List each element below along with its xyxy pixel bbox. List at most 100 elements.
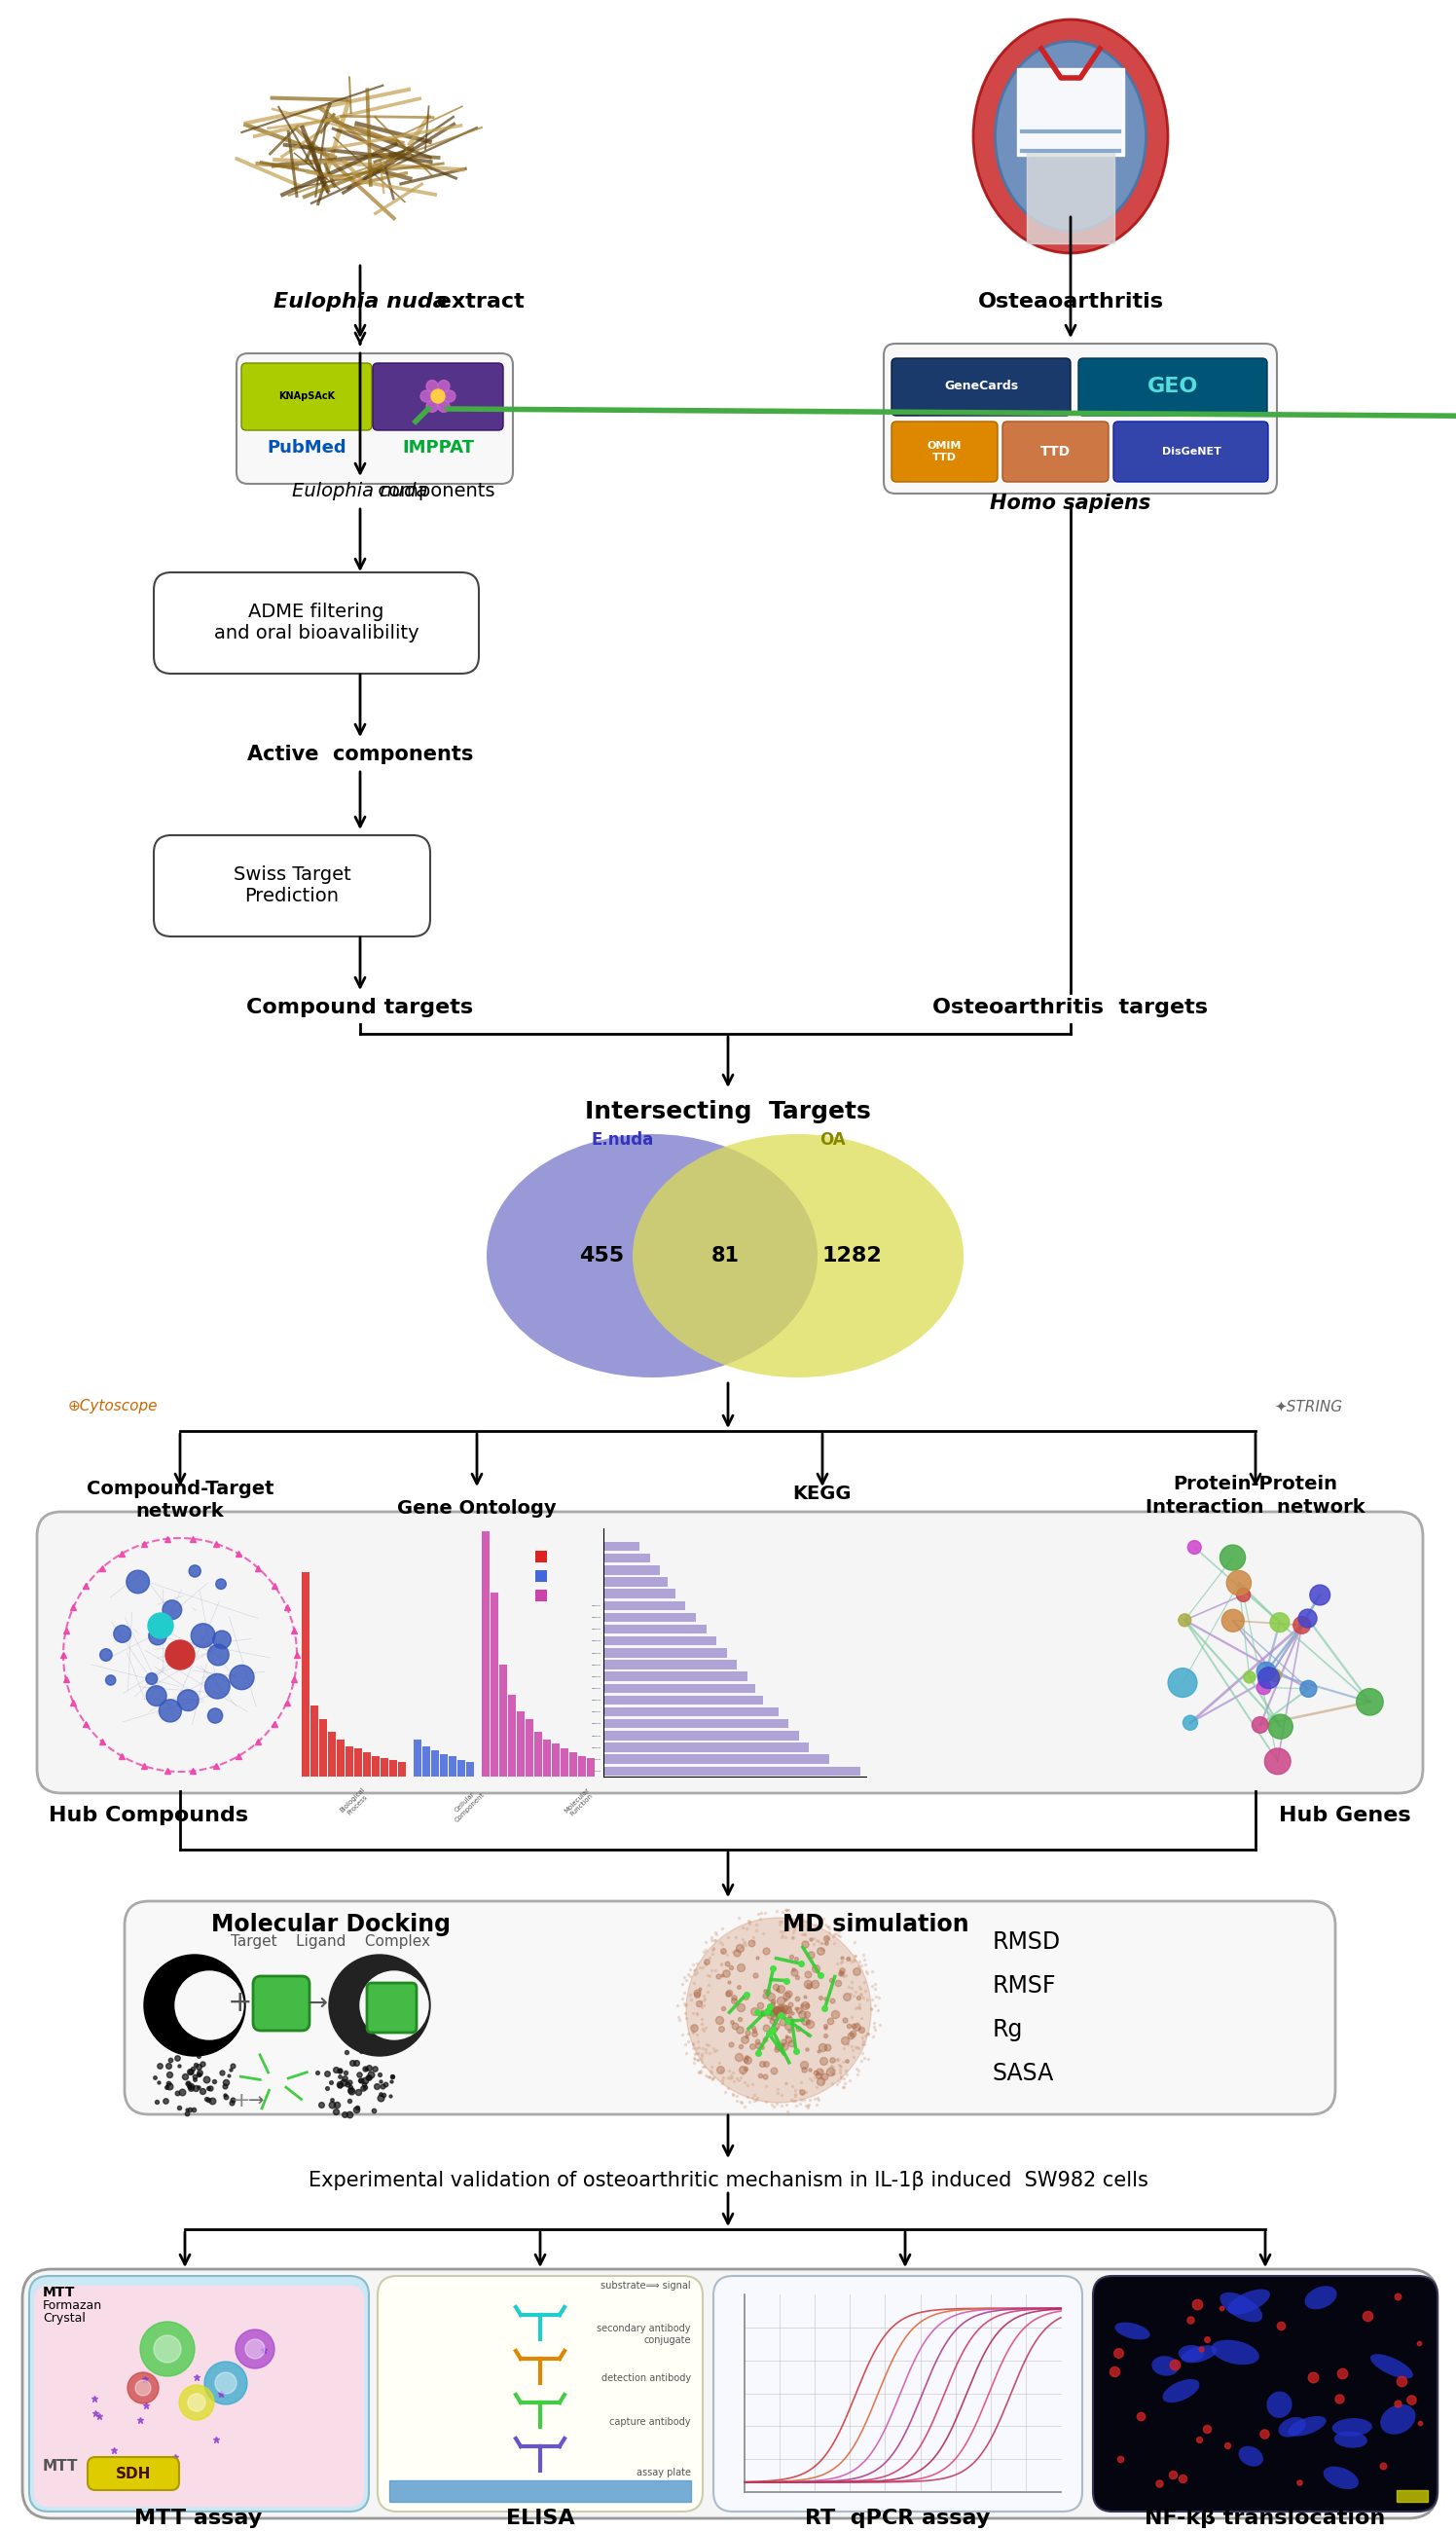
Text: GeneCards: GeneCards	[943, 380, 1018, 392]
Circle shape	[175, 1972, 243, 2040]
FancyBboxPatch shape	[377, 2275, 703, 2511]
Bar	[345, 1746, 352, 1777]
Circle shape	[1222, 1610, 1243, 1632]
Circle shape	[438, 380, 450, 392]
Ellipse shape	[973, 20, 1168, 253]
Ellipse shape	[1239, 2445, 1264, 2465]
Circle shape	[144, 1954, 245, 2055]
Text: RMSD: RMSD	[993, 1931, 1061, 1954]
Text: 455: 455	[579, 1245, 625, 1266]
Text: ────: ────	[591, 1640, 600, 1643]
Text: NF-kβ translocation: NF-kβ translocation	[1144, 2508, 1386, 2528]
Circle shape	[1258, 1668, 1280, 1688]
Bar	[603, 1564, 660, 1574]
FancyBboxPatch shape	[33, 2285, 364, 2506]
Bar	[603, 1744, 810, 1751]
Circle shape	[686, 1918, 871, 2103]
Circle shape	[135, 2379, 151, 2397]
Bar	[482, 1531, 489, 1777]
Bar	[499, 1665, 507, 1777]
Circle shape	[215, 2372, 236, 2394]
Text: Compound-Target
network: Compound-Target network	[86, 1481, 274, 1521]
Text: Homo sapiens: Homo sapiens	[990, 494, 1152, 514]
Bar	[319, 1719, 326, 1777]
Ellipse shape	[1289, 2417, 1326, 2437]
Circle shape	[205, 1673, 230, 1698]
Text: SDH: SDH	[115, 2465, 151, 2480]
FancyBboxPatch shape	[1003, 423, 1108, 481]
Text: 81: 81	[711, 1245, 740, 1266]
Circle shape	[154, 2336, 181, 2361]
Ellipse shape	[1324, 2465, 1358, 2488]
Bar	[603, 1719, 788, 1729]
Text: Experimental validation of osteoarthritic mechanism in IL-1β induced  SW982 cell: Experimental validation of osteoarthriti…	[309, 2172, 1147, 2189]
Text: Osteoarthritis  targets: Osteoarthritis targets	[933, 997, 1208, 1017]
Text: substrate⟹ signal: substrate⟹ signal	[601, 2280, 692, 2291]
Bar	[603, 1602, 686, 1610]
Bar	[603, 1638, 716, 1645]
Text: Hub Genes: Hub Genes	[1280, 1805, 1411, 1825]
Bar	[371, 1757, 379, 1777]
Circle shape	[100, 1648, 112, 1660]
Circle shape	[1243, 1670, 1255, 1683]
FancyBboxPatch shape	[87, 2458, 179, 2491]
Bar	[603, 1767, 860, 1777]
Ellipse shape	[1227, 2288, 1270, 2313]
Bar	[422, 1746, 430, 1777]
Text: ────: ────	[591, 1711, 600, 1713]
Bar	[491, 1592, 498, 1777]
Bar	[440, 1754, 447, 1777]
Text: ────: ────	[591, 1676, 600, 1678]
Circle shape	[188, 2394, 205, 2412]
Bar	[587, 1759, 594, 1777]
FancyBboxPatch shape	[125, 1901, 1335, 2113]
Circle shape	[421, 390, 432, 402]
Bar	[534, 1731, 542, 1777]
FancyBboxPatch shape	[242, 362, 371, 430]
Bar	[389, 1759, 396, 1777]
Bar	[328, 1731, 335, 1777]
Text: Protein-Protein
Interaction  network: Protein-Protein Interaction network	[1146, 1476, 1366, 1516]
Ellipse shape	[1115, 2323, 1150, 2339]
Text: KEGG: KEGG	[794, 1486, 852, 1503]
Bar	[526, 1719, 533, 1777]
Bar	[603, 1754, 830, 1764]
Circle shape	[106, 1676, 115, 1686]
Circle shape	[215, 1579, 226, 1589]
Bar	[603, 1589, 676, 1597]
Ellipse shape	[1278, 2417, 1306, 2437]
Ellipse shape	[1380, 2404, 1415, 2435]
Bar	[603, 1660, 737, 1670]
Circle shape	[114, 1625, 131, 1643]
Circle shape	[146, 1673, 157, 1686]
Text: ────: ────	[591, 1769, 600, 1774]
Circle shape	[427, 400, 438, 413]
Ellipse shape	[1332, 2417, 1372, 2437]
Bar	[603, 1541, 639, 1552]
Circle shape	[431, 390, 444, 402]
Text: MTT: MTT	[42, 2285, 76, 2298]
Circle shape	[208, 1645, 229, 1665]
Text: KNApSAcK: KNApSAcK	[278, 392, 335, 400]
Text: →: →	[248, 2091, 264, 2111]
Text: RMSF: RMSF	[993, 1974, 1057, 1997]
Ellipse shape	[1181, 2346, 1217, 2364]
Bar	[336, 1739, 344, 1777]
Bar	[1396, 2491, 1428, 2501]
Circle shape	[1293, 1617, 1310, 1632]
Text: →: →	[307, 1992, 328, 2015]
Text: IMPPAT: IMPPAT	[402, 438, 475, 456]
Circle shape	[444, 390, 456, 402]
Circle shape	[1236, 1587, 1251, 1602]
Circle shape	[427, 380, 438, 392]
Bar	[569, 1751, 577, 1777]
Text: Eulophia nuda: Eulophia nuda	[293, 483, 428, 501]
Text: components: components	[371, 483, 495, 501]
Ellipse shape	[632, 1134, 964, 1377]
Ellipse shape	[1178, 2346, 1204, 2361]
Bar	[552, 1744, 559, 1777]
Bar	[508, 1696, 515, 1777]
Text: ────: ────	[591, 1698, 600, 1703]
Circle shape	[1182, 1716, 1198, 1731]
Text: ────: ────	[591, 1746, 600, 1749]
